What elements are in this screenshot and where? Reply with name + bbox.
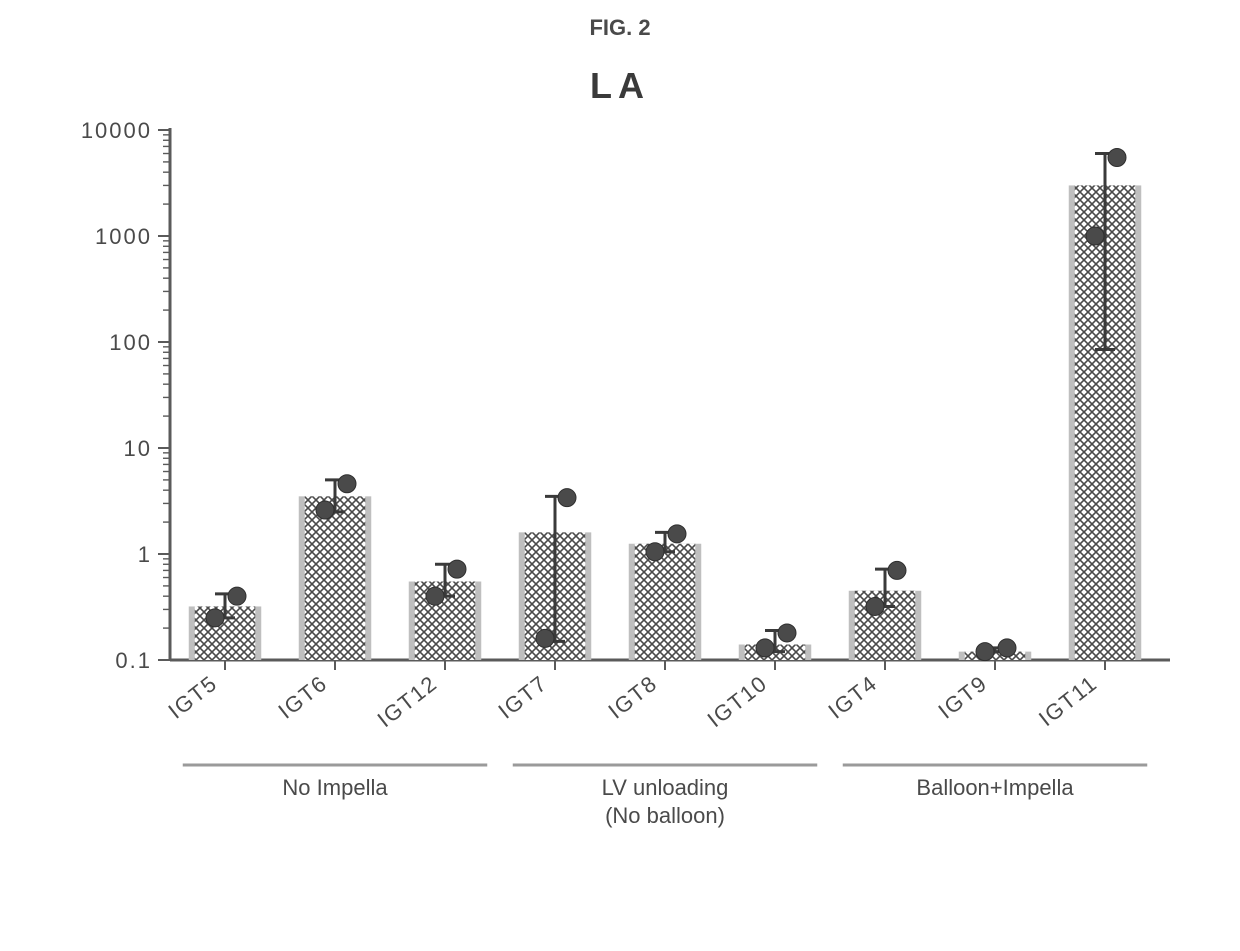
x-tick-label: IGT7 — [493, 670, 552, 724]
y-tick-label: 10 — [124, 436, 152, 461]
x-tick-label: IGT4 — [823, 670, 882, 724]
bar — [305, 496, 366, 660]
data-point — [1108, 149, 1126, 167]
chart-title: LA — [0, 65, 1240, 107]
bar — [635, 544, 696, 660]
data-point — [668, 525, 686, 543]
page: FIG. 2 LA 0.1 1 10 100 1000 10000 IGT5 IGT6 IGT1… — [0, 0, 1240, 951]
y-tick-label: 100 — [109, 330, 152, 355]
data-point — [558, 489, 576, 507]
data-point — [228, 587, 246, 605]
x-tick-label: IGT5 — [163, 670, 222, 724]
y-tick-label: 1000 — [95, 224, 152, 249]
data-point — [426, 587, 444, 605]
data-point — [536, 629, 554, 647]
figure-label: FIG. 2 — [0, 15, 1240, 41]
x-tick-label: IGT12 — [373, 670, 442, 732]
data-point — [756, 639, 774, 657]
x-tick-label: IGT11 — [1034, 670, 1102, 731]
data-point — [976, 643, 994, 661]
data-point — [206, 609, 224, 627]
x-tick-label: IGT9 — [933, 670, 992, 724]
bar-chart: 0.1 1 10 100 1000 10000 IGT5 IGT6 IGT12 IGT7 IGT8 I… — [0, 0, 1240, 951]
x-tick-label: IGT10 — [703, 670, 772, 732]
data-point — [998, 639, 1016, 657]
y-tick-label: 0.1 — [115, 648, 152, 673]
group-label: Balloon+Impella — [916, 775, 1074, 800]
data-point — [448, 560, 466, 578]
data-point — [1086, 227, 1104, 245]
y-tick-label: 10000 — [81, 118, 152, 143]
data-point — [866, 597, 884, 615]
x-tick-label: IGT6 — [273, 670, 332, 724]
group-label: (No balloon) — [605, 803, 725, 828]
data-point — [338, 475, 356, 493]
x-tick-label: IGT8 — [603, 670, 662, 724]
data-point — [646, 543, 664, 561]
data-point — [888, 561, 906, 579]
group-label: No Impella — [282, 775, 388, 800]
data-point — [778, 624, 796, 642]
data-point — [316, 501, 334, 519]
y-tick-label: 1 — [138, 542, 152, 567]
group-label: LV unloading — [602, 775, 729, 800]
